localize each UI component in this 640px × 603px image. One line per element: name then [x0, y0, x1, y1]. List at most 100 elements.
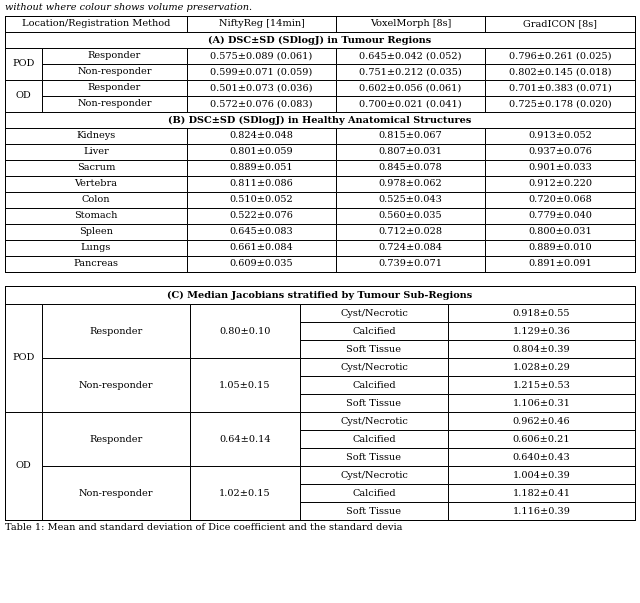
Bar — [42, 466, 190, 520]
Bar — [300, 412, 448, 430]
Text: 0.845±0.078: 0.845±0.078 — [379, 163, 442, 172]
Bar — [485, 128, 635, 144]
Text: 1.02±0.15: 1.02±0.15 — [219, 488, 271, 497]
Text: 0.801±0.059: 0.801±0.059 — [230, 148, 293, 157]
Text: (B) DSC±SD (SDlogJ) in Healthy Anatomical Structures: (B) DSC±SD (SDlogJ) in Healthy Anatomica… — [168, 115, 472, 125]
Bar — [5, 394, 635, 412]
Bar — [485, 224, 635, 240]
Bar — [5, 322, 635, 340]
Text: Responder: Responder — [90, 435, 143, 443]
Bar — [42, 64, 187, 80]
Bar — [336, 128, 485, 144]
Bar — [5, 16, 635, 272]
Bar — [5, 358, 635, 376]
Text: Stomach: Stomach — [74, 212, 118, 221]
Bar — [336, 96, 485, 112]
Bar — [300, 322, 448, 340]
Bar — [5, 144, 635, 160]
Text: 0.525±0.043: 0.525±0.043 — [379, 195, 442, 204]
Text: Cyst/Necrotic: Cyst/Necrotic — [340, 309, 408, 318]
Bar — [5, 32, 635, 48]
Bar — [448, 484, 635, 502]
Bar — [187, 80, 336, 96]
Bar — [190, 304, 300, 358]
Text: 0.802±0.145 (0.018): 0.802±0.145 (0.018) — [509, 68, 611, 77]
Text: 1.116±0.39: 1.116±0.39 — [513, 507, 570, 516]
Text: VoxelMorph [8s]: VoxelMorph [8s] — [370, 19, 451, 28]
Text: 0.962±0.46: 0.962±0.46 — [513, 417, 570, 426]
Text: Non-responder: Non-responder — [79, 488, 153, 497]
Bar — [5, 160, 187, 176]
Text: OD: OD — [15, 461, 31, 470]
Bar — [187, 128, 336, 144]
Bar — [187, 64, 336, 80]
Bar — [187, 240, 336, 256]
Bar — [190, 412, 300, 466]
Text: (C) Median Jacobians stratified by Tumour Sub-Regions: (C) Median Jacobians stratified by Tumou… — [168, 291, 472, 300]
Text: 1.004±0.39: 1.004±0.39 — [513, 470, 570, 479]
Text: Pancreas: Pancreas — [74, 259, 118, 268]
Bar — [485, 16, 635, 32]
Text: 0.724±0.084: 0.724±0.084 — [378, 244, 442, 253]
Bar — [5, 240, 635, 256]
Text: Soft Tissue: Soft Tissue — [346, 399, 401, 408]
Bar — [448, 430, 635, 448]
Text: Non-responder: Non-responder — [79, 380, 153, 390]
Text: Lungs: Lungs — [81, 244, 111, 253]
Bar — [448, 358, 635, 376]
Text: 1.028±0.29: 1.028±0.29 — [513, 362, 570, 371]
Bar — [187, 256, 336, 272]
Bar — [448, 322, 635, 340]
Bar — [448, 394, 635, 412]
Text: 0.712±0.028: 0.712±0.028 — [378, 227, 442, 236]
Text: 0.779±0.040: 0.779±0.040 — [528, 212, 592, 221]
Bar — [336, 256, 485, 272]
Bar — [5, 128, 187, 144]
Text: Table 1: Mean and standard deviation of Dice coefficient and the standard devia: Table 1: Mean and standard deviation of … — [5, 523, 403, 532]
Text: POD: POD — [12, 353, 35, 362]
Bar — [5, 176, 187, 192]
Bar — [5, 208, 635, 224]
Text: 0.918±0.55: 0.918±0.55 — [513, 309, 570, 318]
Bar — [300, 394, 448, 412]
Text: 0.751±0.212 (0.035): 0.751±0.212 (0.035) — [359, 68, 462, 77]
Text: NiftyReg [14min]: NiftyReg [14min] — [219, 19, 305, 28]
Bar — [5, 144, 187, 160]
Bar — [5, 376, 635, 394]
Bar — [336, 160, 485, 176]
Bar — [300, 358, 448, 376]
Text: 0.575±0.089 (0.061): 0.575±0.089 (0.061) — [211, 51, 312, 60]
Bar — [448, 502, 635, 520]
Text: 0.640±0.43: 0.640±0.43 — [513, 452, 570, 461]
Bar — [336, 48, 485, 64]
Text: Responder: Responder — [88, 51, 141, 60]
Text: 0.572±0.076 (0.083): 0.572±0.076 (0.083) — [211, 99, 313, 109]
Bar — [448, 304, 635, 322]
Bar — [5, 304, 635, 322]
Bar — [5, 112, 635, 128]
Bar — [5, 256, 187, 272]
Bar — [5, 16, 187, 32]
Bar — [5, 224, 635, 240]
Bar — [300, 304, 448, 322]
Bar — [5, 80, 42, 112]
Bar — [187, 224, 336, 240]
Text: Soft Tissue: Soft Tissue — [346, 452, 401, 461]
Text: 0.609±0.035: 0.609±0.035 — [230, 259, 293, 268]
Bar — [5, 176, 635, 192]
Text: 0.824±0.048: 0.824±0.048 — [230, 131, 293, 140]
Text: 0.645±0.042 (0.052): 0.645±0.042 (0.052) — [359, 51, 461, 60]
Text: 1.05±0.15: 1.05±0.15 — [220, 380, 271, 390]
Bar — [336, 64, 485, 80]
Text: 0.912±0.220: 0.912±0.220 — [528, 180, 592, 189]
Bar — [448, 448, 635, 466]
Bar — [42, 358, 190, 412]
Text: 0.937±0.076: 0.937±0.076 — [528, 148, 592, 157]
Text: 0.661±0.084: 0.661±0.084 — [230, 244, 293, 253]
Text: 0.889±0.010: 0.889±0.010 — [528, 244, 592, 253]
Bar — [190, 466, 300, 520]
Text: 0.599±0.071 (0.059): 0.599±0.071 (0.059) — [211, 68, 312, 77]
Text: Non-responder: Non-responder — [77, 99, 152, 109]
Text: Kidneys: Kidneys — [76, 131, 116, 140]
Bar — [448, 412, 635, 430]
